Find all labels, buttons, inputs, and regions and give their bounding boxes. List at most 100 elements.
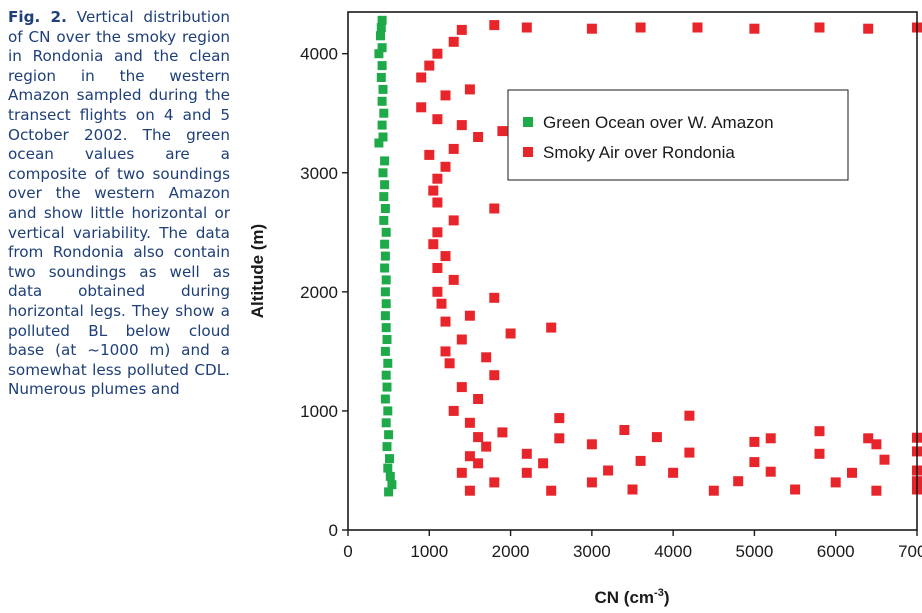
data-point-s1-56 xyxy=(464,310,475,321)
data-point-s0-34 xyxy=(377,96,387,106)
data-point-s0-38 xyxy=(374,49,384,59)
data-point-s1-85 xyxy=(489,20,500,31)
data-point-s1-91 xyxy=(814,22,825,33)
data-point-s1-17 xyxy=(847,467,857,478)
data-point-s0-17 xyxy=(381,299,391,309)
data-point-s1-66 xyxy=(489,203,500,214)
data-point-s1-79 xyxy=(464,84,475,95)
y-tick-label-1000: 1000 xyxy=(300,402,338,421)
data-point-s1-20 xyxy=(538,458,549,469)
data-point-s1-47 xyxy=(456,382,467,393)
data-point-s1-42 xyxy=(464,417,475,428)
data-point-s0-41 xyxy=(376,23,386,32)
data-point-s1-36 xyxy=(765,433,776,444)
data-point-s1-88 xyxy=(635,22,646,33)
data-point-s1-19 xyxy=(473,458,484,469)
data-point-s1-83 xyxy=(448,36,459,47)
data-point-s1-64 xyxy=(432,227,443,238)
data-point-s0-42 xyxy=(377,15,387,25)
data-point-s1-32 xyxy=(871,439,882,450)
legend-swatch-green-ocean xyxy=(523,117,533,127)
x-tick-label-1000: 1000 xyxy=(410,542,448,561)
data-point-s1-5 xyxy=(871,485,882,496)
data-point-s1-72 xyxy=(448,143,459,154)
legend-label-smoky-air: Smoky Air over Rondonia xyxy=(543,143,735,162)
data-point-s1-26 xyxy=(684,447,695,458)
data-point-s1-49 xyxy=(444,358,455,369)
y-tick-label-3000: 3000 xyxy=(300,164,338,183)
data-point-s1-13 xyxy=(521,467,532,478)
figure-caption: Fig. 2. Vertical distribution of CN over… xyxy=(8,8,230,400)
data-point-s1-55 xyxy=(440,316,451,327)
data-point-s0-26 xyxy=(379,192,389,202)
data-point-s0-16 xyxy=(380,311,390,321)
data-point-s0-29 xyxy=(380,156,390,166)
data-point-s0-13 xyxy=(380,346,390,356)
legend: Green Ocean over W. Amazon Smoky Air ove… xyxy=(507,89,849,181)
y-tick-label-4000: 4000 xyxy=(300,45,338,64)
data-point-s0-2 xyxy=(385,471,395,481)
data-point-s1-86 xyxy=(521,22,532,33)
data-point-s1-10 xyxy=(830,477,841,488)
data-point-s1-71 xyxy=(424,149,435,160)
caption-text: Vertical distribution of CN over the smo… xyxy=(8,8,230,399)
data-point-s0-23 xyxy=(381,227,391,237)
data-point-s0-12 xyxy=(383,358,393,368)
x-tick-label-3000: 3000 xyxy=(573,542,611,561)
y-ticks: 0 1000 2000 3000 4000 xyxy=(300,45,348,540)
data-point-s1-43 xyxy=(554,413,565,424)
data-point-s1-77 xyxy=(416,102,427,113)
data-point-s1-0 xyxy=(464,485,475,496)
data-point-s1-69 xyxy=(432,173,443,184)
x-axis-title: CN (cm-3) xyxy=(595,587,670,607)
data-point-s0-8 xyxy=(383,406,393,416)
data-point-s1-35 xyxy=(651,432,662,443)
data-point-s0-33 xyxy=(379,108,389,118)
data-point-s1-15 xyxy=(668,467,679,478)
data-point-s1-78 xyxy=(440,90,451,101)
data-point-s1-23 xyxy=(879,454,890,465)
data-point-s1-62 xyxy=(440,251,451,262)
data-point-s0-21 xyxy=(380,251,390,261)
data-point-s1-39 xyxy=(497,427,508,438)
data-point-s1-90 xyxy=(749,23,760,34)
x-axis-title-close: ) xyxy=(664,588,670,607)
data-point-s0-35 xyxy=(378,84,388,94)
x-tick-label-2000: 2000 xyxy=(492,542,530,561)
data-point-s1-21 xyxy=(635,455,646,466)
data-point-s1-61 xyxy=(432,263,443,273)
x-axis-title-sup: -3 xyxy=(654,587,664,599)
data-point-s1-68 xyxy=(428,185,439,196)
data-point-s1-3 xyxy=(708,485,719,496)
data-point-s0-19 xyxy=(381,275,391,285)
series-0 xyxy=(374,15,397,497)
data-point-s0-31 xyxy=(378,132,388,142)
data-point-s0-9 xyxy=(380,394,390,404)
data-point-s1-58 xyxy=(489,292,500,303)
data-point-s1-76 xyxy=(432,114,443,125)
data-point-s1-67 xyxy=(432,197,443,208)
data-point-s1-9 xyxy=(733,476,744,487)
data-point-s1-40 xyxy=(619,425,630,435)
data-point-s1-24 xyxy=(464,451,475,462)
data-point-s0-15 xyxy=(381,323,391,333)
data-point-s1-27 xyxy=(814,448,825,459)
x-tick-label-6000: 6000 xyxy=(817,542,855,561)
plot-layer xyxy=(374,15,922,497)
data-point-s1-75 xyxy=(456,120,467,131)
data-point-s0-0 xyxy=(384,487,394,497)
data-point-s1-41 xyxy=(814,426,825,437)
data-point-s0-27 xyxy=(380,180,390,190)
data-point-s0-5 xyxy=(382,442,392,452)
y-tick-label-2000: 2000 xyxy=(300,283,338,302)
data-point-s0-39 xyxy=(377,43,387,53)
data-point-s0-18 xyxy=(380,287,390,297)
data-point-s1-51 xyxy=(440,346,451,357)
data-point-s1-14 xyxy=(603,465,614,476)
data-point-s1-1 xyxy=(546,485,557,496)
data-point-s0-30 xyxy=(374,138,384,148)
data-point-s1-30 xyxy=(586,439,597,450)
data-point-s0-28 xyxy=(378,168,388,178)
